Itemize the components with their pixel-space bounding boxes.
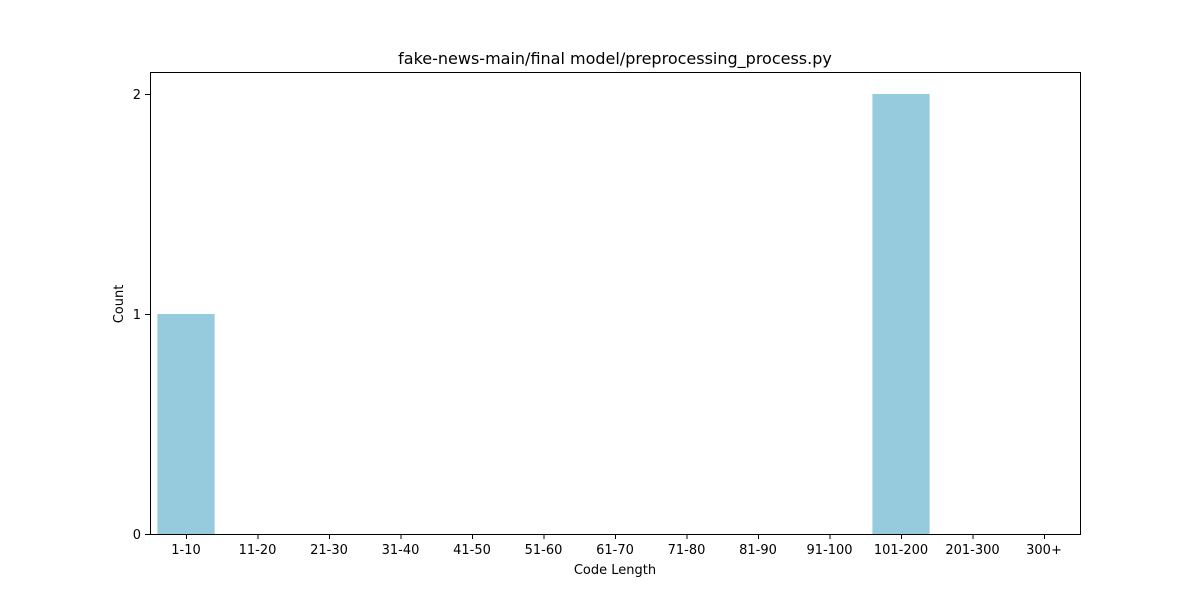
bars-group [157, 94, 930, 534]
chart-title: fake-news-main/final model/preprocessing… [398, 49, 832, 69]
x-axis-label: Code Length [574, 563, 656, 578]
y-axis-ticks: 0 1 2 [133, 88, 150, 543]
x-tick-label: 300+ [1026, 543, 1062, 558]
bar-101-200 [872, 94, 930, 534]
x-tick-label: 201-300 [945, 543, 999, 558]
x-tick-label: 101-200 [874, 543, 928, 558]
x-tick-label: 51-60 [525, 543, 563, 558]
x-tick-label: 81-90 [739, 543, 777, 558]
x-tick-label: 1-10 [171, 543, 201, 558]
y-tick-label: 0 [133, 528, 141, 543]
x-tick-label: 71-80 [668, 543, 706, 558]
bar-1-10 [157, 314, 215, 534]
y-axis-label: Count [112, 285, 127, 324]
plot-frame [150, 72, 1081, 535]
y-tick-label: 2 [133, 88, 141, 103]
y-tick-label: 1 [133, 308, 141, 323]
x-tick-label: 61-70 [596, 543, 634, 558]
x-tick-label: 41-50 [453, 543, 491, 558]
x-axis-ticks: 1-10 11-20 21-30 31-40 41-50 51-60 61-70 71-80 8… [171, 534, 1062, 558]
x-tick-label: 21-30 [310, 543, 348, 558]
x-tick-label: 91-100 [806, 543, 852, 558]
x-tick-label: 11-20 [239, 543, 277, 558]
x-tick-label: 31-40 [382, 543, 420, 558]
